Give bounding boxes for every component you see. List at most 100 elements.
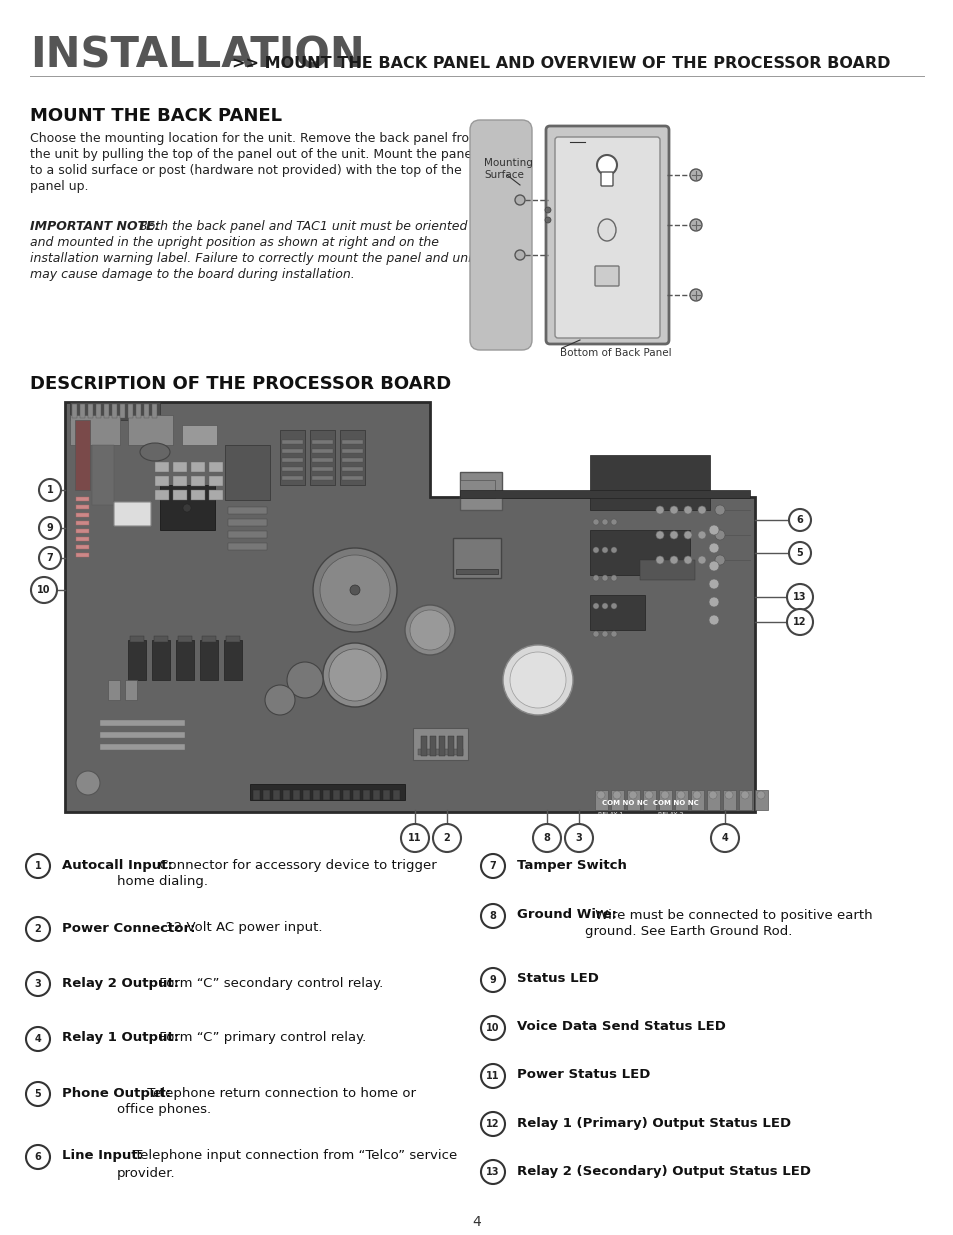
Bar — [172, 490, 187, 500]
Circle shape — [683, 506, 691, 514]
Text: 4: 4 — [720, 832, 727, 844]
Bar — [323, 790, 330, 800]
Circle shape — [26, 918, 50, 941]
Bar — [353, 790, 359, 800]
Text: 12: 12 — [486, 1119, 499, 1129]
Circle shape — [593, 547, 598, 553]
Text: Power Status LED: Power Status LED — [517, 1068, 650, 1082]
Bar — [293, 790, 299, 800]
Bar — [136, 404, 141, 417]
Circle shape — [76, 771, 100, 795]
Text: 3: 3 — [575, 832, 581, 844]
Text: 3: 3 — [34, 979, 41, 989]
Circle shape — [313, 548, 396, 632]
Circle shape — [26, 1028, 50, 1051]
Bar — [754, 790, 767, 810]
Bar — [282, 440, 303, 445]
Text: 10: 10 — [486, 1023, 499, 1032]
Bar — [282, 450, 303, 453]
Bar — [209, 490, 223, 500]
Bar — [639, 559, 695, 580]
Bar — [341, 458, 363, 462]
Bar — [690, 790, 703, 810]
Bar — [70, 415, 120, 445]
Circle shape — [502, 645, 573, 715]
Bar — [76, 521, 89, 525]
Bar — [438, 736, 444, 756]
Text: MOUNT THE BACK PANEL: MOUNT THE BACK PANEL — [30, 107, 282, 125]
Circle shape — [480, 853, 504, 878]
Circle shape — [692, 790, 700, 799]
Text: 13: 13 — [792, 592, 806, 601]
Bar — [100, 743, 185, 750]
Circle shape — [433, 824, 460, 852]
Bar — [393, 790, 399, 800]
Circle shape — [788, 509, 810, 531]
Text: RELAY 2: RELAY 2 — [658, 811, 682, 818]
Circle shape — [480, 904, 504, 927]
Circle shape — [564, 824, 593, 852]
Circle shape — [628, 790, 637, 799]
Circle shape — [30, 577, 57, 603]
Bar — [96, 404, 101, 417]
Bar — [626, 790, 639, 810]
Text: Tamper Switch: Tamper Switch — [517, 858, 626, 872]
Circle shape — [613, 790, 620, 799]
Text: Choose the mounting location for the unit. Remove the back panel from: Choose the mounting location for the uni… — [30, 132, 480, 144]
Circle shape — [708, 615, 719, 625]
Text: and mounted in the upright position as shown at right and on the: and mounted in the upright position as s… — [30, 236, 438, 249]
Text: 12 Volt AC power input.: 12 Volt AC power input. — [161, 921, 322, 935]
Text: >> MOUNT THE BACK PANEL AND OVERVIEW OF THE PROCESSOR BOARD: >> MOUNT THE BACK PANEL AND OVERVIEW OF … — [232, 56, 889, 70]
Circle shape — [26, 1082, 50, 1107]
Bar — [209, 475, 223, 487]
Circle shape — [610, 631, 617, 637]
Bar — [417, 748, 462, 755]
Text: Line Input:: Line Input: — [62, 1150, 143, 1162]
Bar — [341, 440, 363, 445]
Bar — [100, 720, 185, 726]
Circle shape — [708, 561, 719, 571]
Circle shape — [544, 207, 551, 212]
Bar — [343, 790, 350, 800]
Text: 9: 9 — [47, 522, 53, 534]
Bar — [675, 790, 687, 810]
Circle shape — [689, 169, 701, 182]
Circle shape — [677, 790, 684, 799]
Bar — [282, 475, 303, 480]
Circle shape — [610, 519, 617, 525]
Bar — [228, 543, 267, 550]
Text: Form “C” secondary control relay.: Form “C” secondary control relay. — [154, 977, 383, 989]
Text: 5: 5 — [796, 548, 802, 558]
Bar — [430, 736, 436, 756]
Circle shape — [708, 543, 719, 553]
Text: Power Connector:: Power Connector: — [62, 921, 195, 935]
Bar — [152, 404, 157, 417]
Text: Wire must be connected to positive earth: Wire must be connected to positive earth — [591, 909, 872, 921]
Circle shape — [714, 555, 724, 564]
Circle shape — [39, 479, 61, 501]
Text: 11: 11 — [408, 832, 421, 844]
Circle shape — [593, 631, 598, 637]
Bar — [128, 640, 146, 680]
Bar — [282, 458, 303, 462]
Bar — [282, 467, 303, 471]
Bar — [228, 519, 267, 526]
Text: 7: 7 — [47, 553, 53, 563]
Bar — [128, 415, 172, 445]
Bar — [589, 454, 709, 510]
Text: IMPORTANT NOTE:: IMPORTANT NOTE: — [30, 220, 159, 233]
Bar — [341, 467, 363, 471]
Bar — [280, 430, 305, 485]
Text: 8: 8 — [489, 911, 496, 921]
Text: ground. See Earth Ground Rod.: ground. See Earth Ground Rod. — [584, 925, 792, 939]
Bar — [312, 467, 333, 471]
Circle shape — [26, 1145, 50, 1170]
Circle shape — [644, 790, 652, 799]
Bar — [382, 790, 390, 800]
Text: Relay 1 (Primary) Output Status LED: Relay 1 (Primary) Output Status LED — [517, 1116, 790, 1130]
Circle shape — [610, 547, 617, 553]
Circle shape — [601, 631, 607, 637]
Circle shape — [39, 517, 61, 538]
Text: COM NO NC  COM NO NC: COM NO NC COM NO NC — [601, 800, 698, 806]
Circle shape — [656, 506, 663, 514]
